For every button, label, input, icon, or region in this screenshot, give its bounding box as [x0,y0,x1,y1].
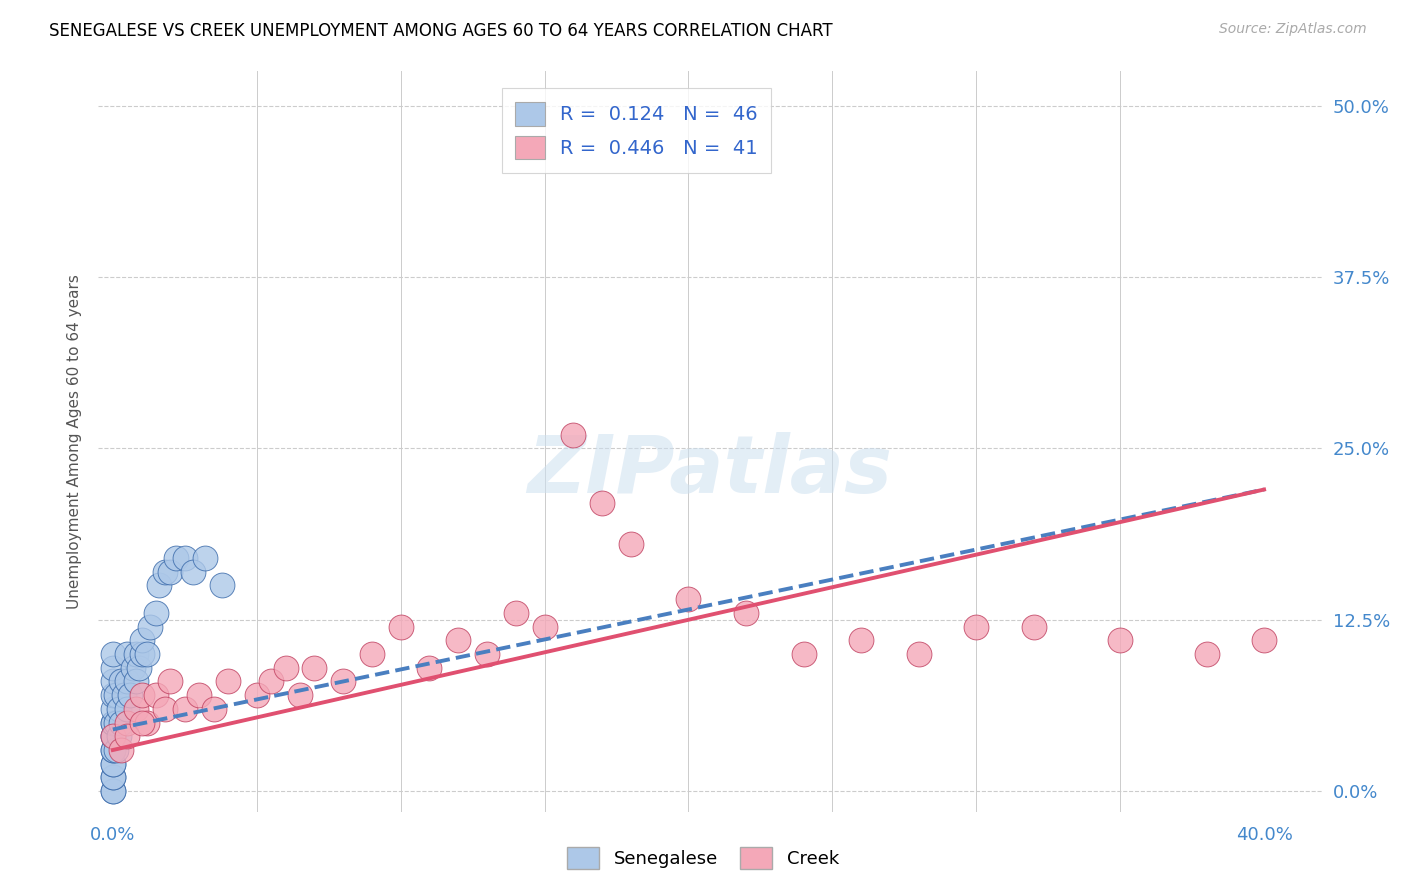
Point [562,427,585,442]
Point [101,756,124,771]
Point [183,565,205,579]
Point [107,729,129,743]
Point [110,743,132,757]
Point [131,647,153,661]
Point [1195,647,1218,661]
Point [389,620,412,634]
Point [101,771,124,785]
Point [260,674,283,689]
Point [139,620,162,634]
Point [907,647,929,661]
Point [793,647,815,661]
Point [101,743,124,757]
Point [678,592,700,607]
Point [104,715,127,730]
Point [360,647,382,661]
Point [505,606,527,620]
Point [153,565,176,579]
Point [101,688,124,702]
Point [1109,633,1132,648]
Point [131,633,153,648]
Point [101,661,124,675]
Point [101,771,124,785]
Point [153,702,176,716]
Point [101,715,124,730]
Point [115,674,138,689]
Point [173,702,195,716]
Point [104,743,127,757]
Point [115,702,138,716]
Point [1253,633,1275,648]
Point [159,674,181,689]
Legend: Senegalese, Creek: Senegalese, Creek [560,839,846,876]
Point [217,674,239,689]
Point [125,674,148,689]
Point [165,551,187,566]
Point [202,702,225,716]
Text: SENEGALESE VS CREEK UNEMPLOYMENT AMONG AGES 60 TO 64 YEARS CORRELATION CHART: SENEGALESE VS CREEK UNEMPLOYMENT AMONG A… [49,22,832,40]
Y-axis label: Unemployment Among Ages 60 to 64 years: Unemployment Among Ages 60 to 64 years [67,274,83,609]
Point [101,674,124,689]
Point [332,674,354,689]
Text: Source: ZipAtlas.com: Source: ZipAtlas.com [1219,22,1367,37]
Point [447,633,470,648]
Point [246,688,269,702]
Point [110,674,132,689]
Point [101,715,124,730]
Point [101,784,124,798]
Point [418,661,440,675]
Point [131,688,153,702]
Point [120,688,142,702]
Point [288,688,311,702]
Point [849,633,872,648]
Point [128,661,150,675]
Point [620,537,643,551]
Point [1022,620,1045,634]
Point [101,743,124,757]
Point [125,647,148,661]
Point [125,702,148,716]
Point [533,620,555,634]
Point [101,729,124,743]
Point [104,688,127,702]
Point [188,688,211,702]
Point [159,565,181,579]
Point [101,702,124,716]
Point [110,715,132,730]
Point [131,715,153,730]
Point [115,715,138,730]
Point [145,688,167,702]
Point [101,729,124,743]
Point [122,661,145,675]
Point [145,606,167,620]
Point [107,702,129,716]
Point [101,647,124,661]
Point [112,688,135,702]
Point [274,661,297,675]
Point [194,551,217,566]
Point [965,620,987,634]
Point [136,715,159,730]
Text: ZIPatlas: ZIPatlas [527,432,893,510]
Point [211,578,233,592]
Legend: R =  0.124   N =  46, R =  0.446   N =  41: R = 0.124 N = 46, R = 0.446 N = 41 [502,88,772,173]
Point [101,756,124,771]
Point [115,729,138,743]
Point [136,647,159,661]
Point [101,784,124,798]
Point [304,661,326,675]
Point [173,551,195,566]
Point [115,647,138,661]
Point [591,496,613,510]
Point [148,578,170,592]
Point [475,647,498,661]
Point [735,606,758,620]
Point [101,729,124,743]
